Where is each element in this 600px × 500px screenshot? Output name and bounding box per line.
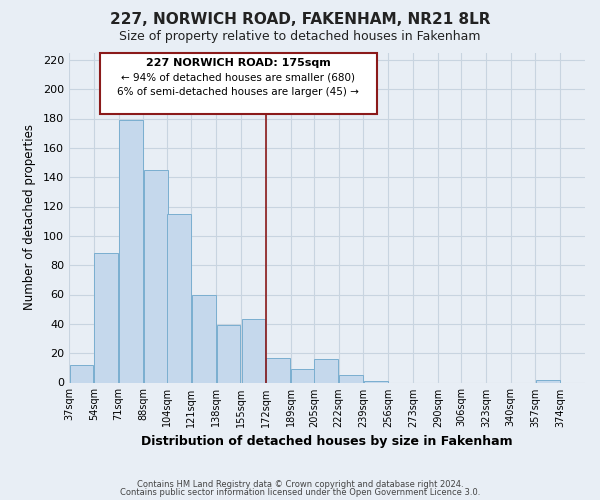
Bar xyxy=(144,170,167,382)
Bar xyxy=(364,381,388,382)
Text: 227, NORWICH ROAD, FAKENHAM, NR21 8LR: 227, NORWICH ROAD, FAKENHAM, NR21 8LR xyxy=(110,12,490,28)
Text: 6% of semi-detached houses are larger (45) →: 6% of semi-detached houses are larger (4… xyxy=(117,87,359,97)
Bar xyxy=(266,358,290,382)
Text: Contains HM Land Registry data © Crown copyright and database right 2024.: Contains HM Land Registry data © Crown c… xyxy=(137,480,463,489)
Text: ← 94% of detached houses are smaller (680): ← 94% of detached houses are smaller (68… xyxy=(121,72,355,83)
Bar xyxy=(536,380,560,382)
Bar xyxy=(119,120,143,382)
Bar xyxy=(70,365,93,382)
Text: Size of property relative to detached houses in Fakenham: Size of property relative to detached ho… xyxy=(119,30,481,43)
Text: Contains public sector information licensed under the Open Government Licence 3.: Contains public sector information licen… xyxy=(120,488,480,497)
Text: 227 NORWICH ROAD: 175sqm: 227 NORWICH ROAD: 175sqm xyxy=(146,58,331,68)
FancyBboxPatch shape xyxy=(100,52,377,114)
Bar xyxy=(314,359,338,382)
Bar xyxy=(291,370,315,382)
Bar xyxy=(217,326,241,382)
Bar xyxy=(94,254,118,382)
Bar xyxy=(242,320,265,382)
Bar xyxy=(192,294,215,382)
Bar xyxy=(339,375,363,382)
X-axis label: Distribution of detached houses by size in Fakenham: Distribution of detached houses by size … xyxy=(141,435,513,448)
Bar xyxy=(167,214,191,382)
Y-axis label: Number of detached properties: Number of detached properties xyxy=(23,124,36,310)
